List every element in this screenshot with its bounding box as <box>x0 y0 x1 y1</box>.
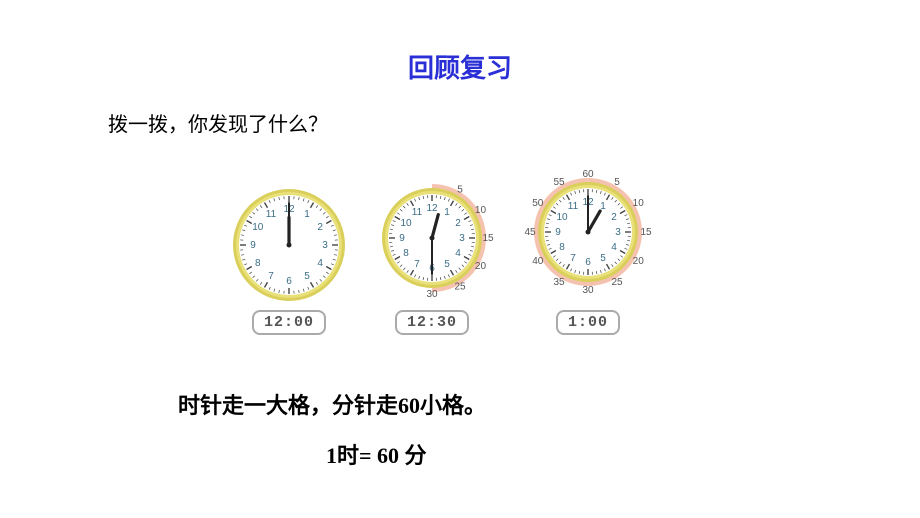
svg-text:9: 9 <box>250 240 256 251</box>
clock-face-3: 12345678910111251015202530354045505560 <box>516 160 660 304</box>
svg-text:10: 10 <box>252 222 264 233</box>
s1-prefix: 时针走一大格，分针走 <box>178 393 398 418</box>
svg-text:4: 4 <box>455 248 461 259</box>
clock-face-2: 12345678910111251015202530 <box>366 172 498 304</box>
s2-prefix: 1时= <box>326 443 377 468</box>
digital-time-3: 1:00 <box>556 310 620 335</box>
svg-text:1: 1 <box>444 207 450 218</box>
svg-text:60: 60 <box>582 169 594 180</box>
svg-text:5: 5 <box>614 177 620 188</box>
svg-text:8: 8 <box>403 248 409 259</box>
svg-text:10: 10 <box>556 212 568 223</box>
slide: 回顾复习 拨一拨，你发现了什么？ 12345678910111212:00123… <box>0 0 920 518</box>
digital-time-1: 12:00 <box>252 310 326 335</box>
svg-text:12: 12 <box>426 203 438 214</box>
svg-text:35: 35 <box>553 277 565 288</box>
statement-line-1: 时针走一大格，分针走60小格。 <box>178 388 486 420</box>
svg-text:2: 2 <box>455 218 461 229</box>
svg-text:10: 10 <box>633 198 645 209</box>
svg-text:5: 5 <box>444 259 450 270</box>
statement-line-2: 1时= 60 分 <box>326 438 427 470</box>
svg-text:7: 7 <box>570 253 576 264</box>
svg-text:11: 11 <box>412 207 423 218</box>
svg-text:9: 9 <box>399 233 405 244</box>
svg-text:2: 2 <box>317 222 323 233</box>
svg-text:7: 7 <box>414 259 420 270</box>
s1-answer: 60 <box>398 393 420 419</box>
page-title: 回顾复习 <box>0 48 920 85</box>
svg-text:20: 20 <box>475 261 487 272</box>
svg-text:8: 8 <box>255 258 261 269</box>
svg-text:6: 6 <box>286 276 292 287</box>
svg-text:50: 50 <box>532 198 544 209</box>
svg-text:5: 5 <box>304 271 310 282</box>
svg-text:25: 25 <box>454 281 466 292</box>
s2-suffix: 分 <box>399 443 427 468</box>
clock-3: 123456789101112510152025303540455055601:… <box>516 160 660 335</box>
digital-time-2: 12:30 <box>395 310 469 335</box>
svg-text:20: 20 <box>633 256 645 267</box>
svg-text:3: 3 <box>459 233 465 244</box>
s1-suffix: 小格。 <box>420 393 486 418</box>
svg-text:9: 9 <box>555 227 561 238</box>
svg-text:5: 5 <box>600 253 606 264</box>
svg-text:30: 30 <box>426 289 438 300</box>
svg-text:5: 5 <box>457 185 463 196</box>
svg-text:2: 2 <box>611 212 617 223</box>
svg-text:1: 1 <box>304 209 310 220</box>
clock-1: 12345678910111212:00 <box>230 186 348 335</box>
svg-text:3: 3 <box>322 240 328 251</box>
svg-text:7: 7 <box>268 271 274 282</box>
svg-text:3: 3 <box>615 227 621 238</box>
s2-answer: 60 <box>377 443 399 469</box>
svg-text:4: 4 <box>317 258 323 269</box>
svg-text:30: 30 <box>582 285 594 296</box>
svg-text:11: 11 <box>568 201 579 212</box>
svg-text:10: 10 <box>400 218 412 229</box>
svg-text:11: 11 <box>266 209 277 220</box>
svg-text:15: 15 <box>640 227 652 238</box>
svg-text:25: 25 <box>611 277 623 288</box>
svg-text:15: 15 <box>482 233 494 244</box>
clock-2: 1234567891011125101520253012:30 <box>366 172 498 335</box>
svg-text:45: 45 <box>524 227 536 238</box>
svg-text:8: 8 <box>559 242 565 253</box>
clocks-row: 12345678910111212:0012345678910111251015… <box>230 160 660 335</box>
svg-text:10: 10 <box>475 205 487 216</box>
svg-text:6: 6 <box>585 257 591 268</box>
svg-text:55: 55 <box>553 177 565 188</box>
svg-text:40: 40 <box>532 256 544 267</box>
svg-text:4: 4 <box>611 242 617 253</box>
question-text: 拨一拨，你发现了什么？ <box>108 108 328 137</box>
clock-face-1: 123456789101112 <box>230 186 348 304</box>
